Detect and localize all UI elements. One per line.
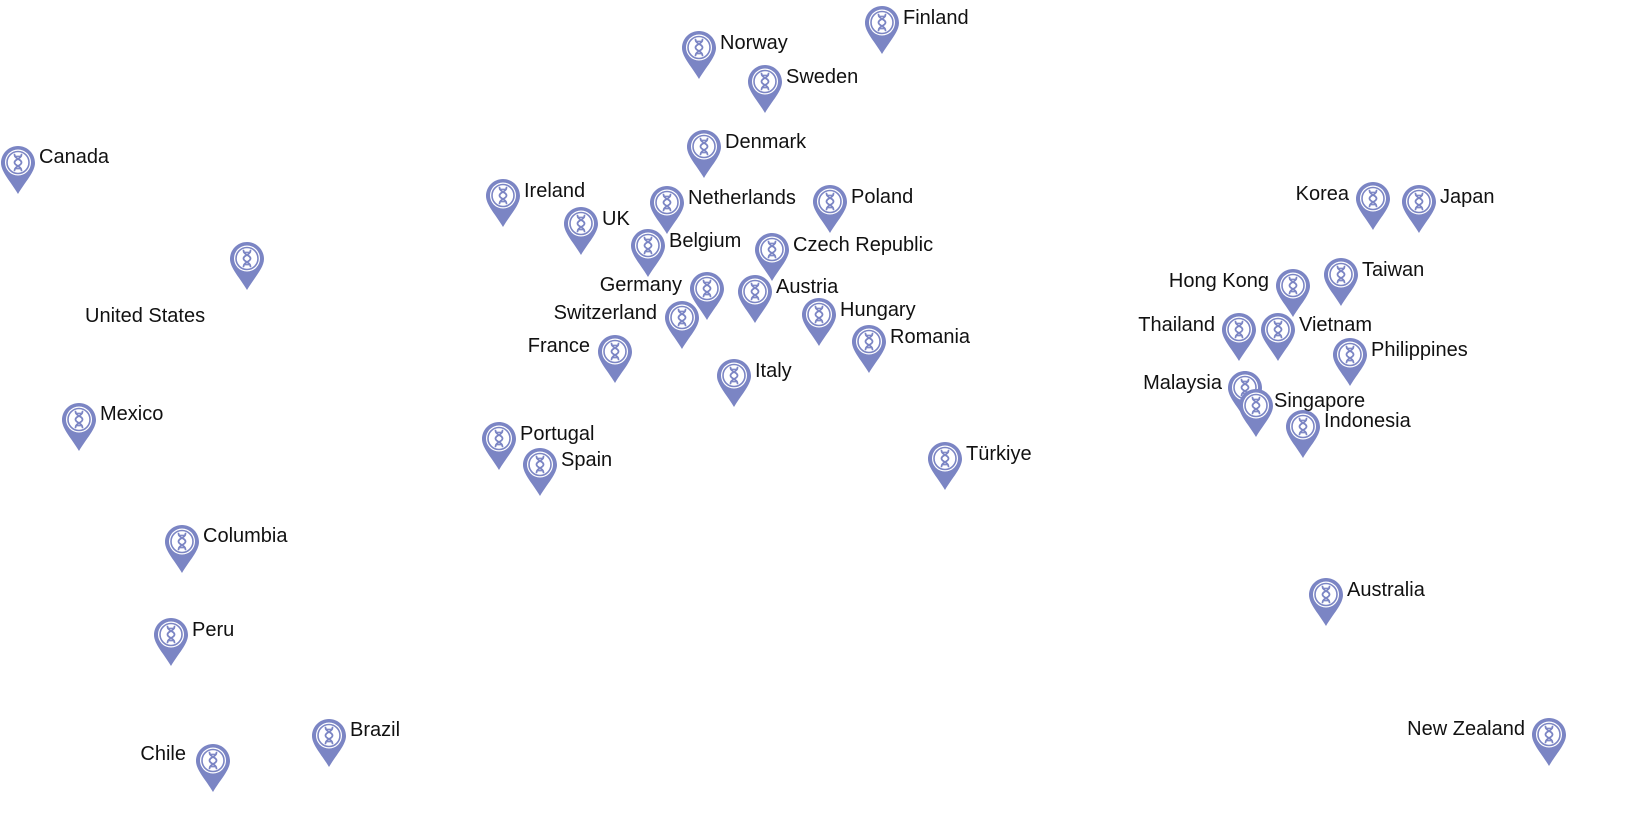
location-label-denmark: Denmark bbox=[725, 131, 807, 153]
location-label-united-states: United States bbox=[85, 305, 206, 327]
location-label-italy: Italy bbox=[755, 360, 792, 382]
dna-location-pin-icon[interactable] bbox=[801, 297, 837, 347]
dna-location-pin-icon[interactable] bbox=[747, 64, 783, 114]
location-label-ireland: Ireland bbox=[524, 180, 586, 202]
dna-location-pin-icon[interactable] bbox=[649, 185, 685, 235]
location-label-uk: UK bbox=[602, 208, 630, 230]
location-label-thailand: Thailand bbox=[1138, 314, 1215, 336]
location-label-japan: Japan bbox=[1440, 186, 1495, 208]
dna-location-pin-icon[interactable] bbox=[1221, 312, 1257, 362]
dna-location-pin-icon[interactable] bbox=[1332, 337, 1368, 387]
dna-location-pin-icon[interactable] bbox=[485, 178, 521, 228]
location-label-belgium: Belgium bbox=[669, 230, 742, 252]
dna-location-pin-icon[interactable] bbox=[195, 743, 231, 793]
location-label-romania: Romania bbox=[890, 326, 971, 348]
location-label-mexico: Mexico bbox=[100, 403, 164, 425]
dna-location-pin-icon[interactable] bbox=[1323, 257, 1359, 307]
dna-location-pin-icon[interactable] bbox=[597, 334, 633, 384]
dna-location-pin-icon[interactable] bbox=[522, 447, 558, 497]
dna-location-pin-icon[interactable] bbox=[754, 232, 790, 282]
location-label-philippines: Philippines bbox=[1371, 339, 1468, 361]
dna-location-pin-icon[interactable] bbox=[1401, 184, 1437, 234]
dna-location-pin-icon[interactable] bbox=[481, 421, 517, 471]
location-label-taiwan: Taiwan bbox=[1362, 259, 1425, 281]
location-label-indonesia: Indonesia bbox=[1324, 410, 1411, 432]
dna-location-pin-icon[interactable] bbox=[1260, 312, 1296, 362]
location-label-korea: Korea bbox=[1295, 183, 1349, 205]
dna-location-pin-icon[interactable] bbox=[563, 206, 599, 256]
dna-location-pin-icon[interactable] bbox=[851, 324, 887, 374]
dna-location-pin-icon[interactable] bbox=[1275, 268, 1311, 318]
dna-location-pin-icon[interactable] bbox=[681, 30, 717, 80]
location-label-malaysia: Malaysia bbox=[1143, 372, 1222, 394]
location-label-peru: Peru bbox=[192, 619, 235, 641]
location-label-singapore: Singapore bbox=[1274, 390, 1366, 412]
dna-location-pin-icon[interactable] bbox=[927, 441, 963, 491]
dna-location-pin-icon[interactable] bbox=[716, 358, 752, 408]
location-label-turkiye: Türkiye bbox=[966, 443, 1032, 465]
dna-location-pin-icon[interactable] bbox=[1285, 409, 1321, 459]
location-label-finland: Finland bbox=[903, 7, 969, 29]
dna-location-pin-icon[interactable] bbox=[686, 129, 722, 179]
dna-location-pin-icon[interactable] bbox=[737, 274, 773, 324]
dna-location-pin-icon[interactable] bbox=[1308, 577, 1344, 627]
location-label-austria: Austria bbox=[776, 276, 839, 298]
dna-location-pin-icon[interactable] bbox=[153, 617, 189, 667]
dna-location-pin-icon[interactable] bbox=[311, 718, 347, 768]
location-label-australia: Australia bbox=[1347, 579, 1425, 601]
location-label-hong-kong: Hong Kong bbox=[1168, 270, 1269, 292]
location-label-canada: Canada bbox=[39, 146, 110, 168]
location-label-netherlands: Netherlands bbox=[688, 187, 796, 209]
dna-location-pin-icon[interactable] bbox=[864, 5, 900, 55]
location-label-switzerland: Switzerland bbox=[553, 302, 657, 324]
dna-location-pin-icon[interactable] bbox=[812, 184, 848, 234]
dna-location-pin-icon[interactable] bbox=[664, 300, 700, 350]
dna-location-pin-icon[interactable] bbox=[229, 241, 265, 291]
location-label-hungary: Hungary bbox=[840, 299, 916, 321]
location-label-czech-republic: Czech Republic bbox=[793, 234, 934, 256]
dna-location-pin-icon[interactable] bbox=[1355, 181, 1391, 231]
location-label-france: France bbox=[527, 335, 590, 357]
dna-location-pin-icon[interactable] bbox=[630, 228, 666, 278]
dna-location-pin-icon[interactable] bbox=[689, 271, 725, 321]
location-label-poland: Poland bbox=[851, 186, 914, 208]
location-label-vietnam: Vietnam bbox=[1299, 314, 1373, 336]
location-label-portugal: Portugal bbox=[520, 423, 595, 445]
location-label-new-zealand: New Zealand bbox=[1407, 718, 1525, 740]
location-label-spain: Spain bbox=[561, 449, 613, 471]
dna-location-pin-icon[interactable] bbox=[1531, 717, 1567, 767]
location-label-sweden: Sweden bbox=[786, 66, 859, 88]
dna-location-pin-icon[interactable] bbox=[164, 524, 200, 574]
dna-location-pin-icon[interactable] bbox=[1238, 388, 1274, 438]
location-label-chile: Chile bbox=[140, 743, 186, 765]
location-label-norway: Norway bbox=[720, 32, 788, 54]
location-label-brazil: Brazil bbox=[350, 719, 401, 741]
dna-location-pin-icon[interactable] bbox=[61, 402, 97, 452]
location-label-columbia: Columbia bbox=[203, 525, 288, 547]
dna-location-pin-icon[interactable] bbox=[0, 145, 36, 195]
location-label-germany: Germany bbox=[599, 274, 682, 296]
